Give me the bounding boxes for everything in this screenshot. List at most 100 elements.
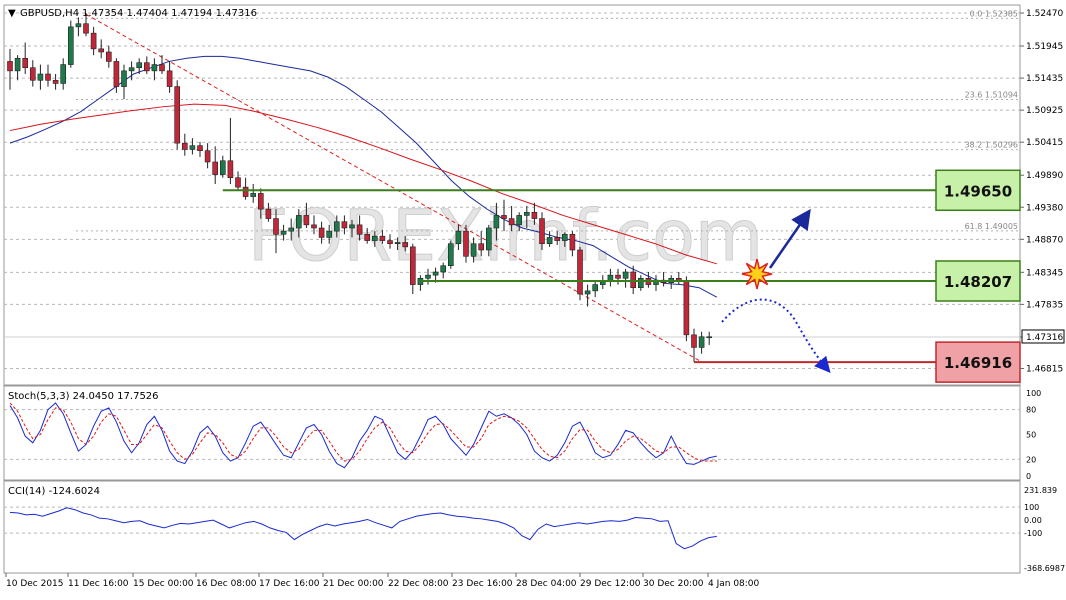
candle-body — [539, 218, 545, 245]
stoch-main-line — [9, 402, 717, 469]
price-tick-label: 1.46815 — [1026, 364, 1063, 374]
candle-body — [615, 274, 621, 279]
stoch-tick-label: 0 — [1026, 472, 1031, 481]
fibo-label: 23.6 1.51094 — [965, 91, 1018, 100]
moving-averages — [9, 55, 718, 298]
time-tick-label: 17 Dec 16:00 — [259, 579, 320, 589]
candle-body — [151, 64, 158, 72]
sr-levels: 1.49650 1.48207 1.46916 — [222, 169, 1021, 383]
candle-body — [22, 57, 29, 69]
candle-body — [447, 243, 454, 267]
stoch-frame — [3, 385, 1021, 481]
time-axis: 10 Dec 2015 11 Dec 16:00 15 Dec 00:00 16 De… — [5, 573, 760, 589]
candle-body — [364, 233, 371, 241]
current-price-label: 1.47316 — [1026, 333, 1063, 343]
candle-body — [394, 242, 401, 245]
stoch-tick-label: 20 — [1026, 455, 1036, 464]
dropdown-arrow-icon[interactable]: ▼ — [8, 8, 16, 19]
watermark-text: FOREXimf.com — [248, 195, 763, 277]
price-tick-label: 1.47835 — [1026, 300, 1063, 310]
candle-body — [295, 215, 302, 229]
candle-body — [273, 218, 279, 235]
candle-body — [212, 161, 218, 175]
candle-body — [182, 142, 188, 150]
candle-body — [341, 221, 348, 229]
candle-body — [349, 224, 355, 229]
candle-body — [159, 64, 165, 72]
price-tick-label: 1.52470 — [1026, 9, 1063, 19]
cci-tick-label: 100 — [1024, 503, 1039, 512]
candle-body — [235, 177, 241, 188]
ohlc-readout: 1.47354 1.47404 1.47194 1.47316 — [82, 8, 257, 19]
cci-tick-label: -368.6987 — [1024, 564, 1065, 573]
price-tick-label: 1.50925 — [1026, 106, 1063, 116]
candle-body — [250, 193, 256, 197]
bearish-scenario-arrow — [721, 298, 831, 374]
symbol-label: GBPUSD,H4 — [20, 8, 79, 19]
candle-body — [402, 242, 409, 248]
time-tick-label: 10 Dec 2015 — [6, 579, 64, 589]
candle-body — [501, 215, 507, 219]
support-level-box — [935, 341, 1021, 383]
stochastic-panel: 100 80 50 20 0 — [4, 389, 1041, 481]
candle-body — [470, 243, 477, 257]
cci-label: CCI(14) -124.6024 — [8, 486, 100, 497]
candle-body — [577, 249, 583, 295]
candle-body — [326, 230, 333, 238]
candle-body — [318, 227, 325, 238]
candle-body — [592, 284, 599, 292]
candle-body — [387, 240, 393, 245]
resistance-level-box — [935, 169, 1021, 212]
candle-body — [45, 73, 51, 81]
candle-body — [29, 67, 36, 81]
candle-body — [189, 145, 196, 150]
watermark: FOREXimf.com — [248, 195, 764, 278]
candle-body — [7, 61, 13, 72]
fibo-label: 0.0 1.52385 — [970, 9, 1018, 18]
candle-body — [60, 64, 67, 84]
candle-body — [706, 336, 713, 339]
candle-body — [257, 193, 264, 210]
candle-body — [440, 265, 447, 273]
candle-body — [204, 150, 211, 163]
candle-body — [569, 233, 576, 251]
main-chart-frame — [3, 4, 1021, 386]
cci-tick-label: 0.00 — [1024, 516, 1042, 525]
candle-body — [242, 186, 249, 197]
candle-body — [106, 51, 112, 62]
candle-body — [311, 224, 317, 229]
candle-body — [166, 70, 173, 87]
price-tick-label: 1.48345 — [1026, 268, 1063, 278]
candle-body — [561, 233, 568, 241]
time-tick-label: 11 Dec 16:00 — [68, 579, 129, 589]
candle-body — [637, 277, 644, 289]
candle-body — [174, 86, 180, 144]
candle-body — [584, 290, 591, 295]
candle-body — [356, 224, 363, 235]
stoch-tick-label: 50 — [1026, 431, 1036, 440]
candlesticks — [7, 13, 713, 362]
candle-body — [546, 237, 553, 245]
candle-body — [90, 32, 97, 50]
ma-slow-line — [9, 103, 717, 265]
candle-body — [68, 26, 74, 65]
resistance-level-label: 1.48207 — [944, 273, 1012, 291]
candle-body — [37, 73, 44, 81]
fibonacci-levels: 0.0 1.52385 23.6 1.51094 38.2 1.50296 61.8 … — [76, 9, 1020, 232]
candle-body — [121, 70, 127, 87]
time-tick-label: 29 Dec 12:00 — [580, 579, 641, 589]
forecast-arrows — [721, 208, 831, 374]
stoch-tick-label: 100 — [1026, 389, 1041, 398]
bullish-scenario-arrow — [768, 208, 811, 269]
candle-body — [52, 79, 59, 84]
candle-body — [622, 271, 629, 279]
candle-body — [508, 218, 515, 226]
candle-body — [144, 62, 150, 72]
stoch-tick-label: 80 — [1026, 406, 1036, 415]
candle-body — [698, 336, 705, 348]
fibo-label: 61.8 1.49005 — [965, 222, 1018, 231]
cci-panel: 231.839 100 0.00 -100 -368.6987 — [4, 486, 1065, 573]
candle-body — [425, 274, 431, 279]
candle-body — [485, 227, 492, 251]
